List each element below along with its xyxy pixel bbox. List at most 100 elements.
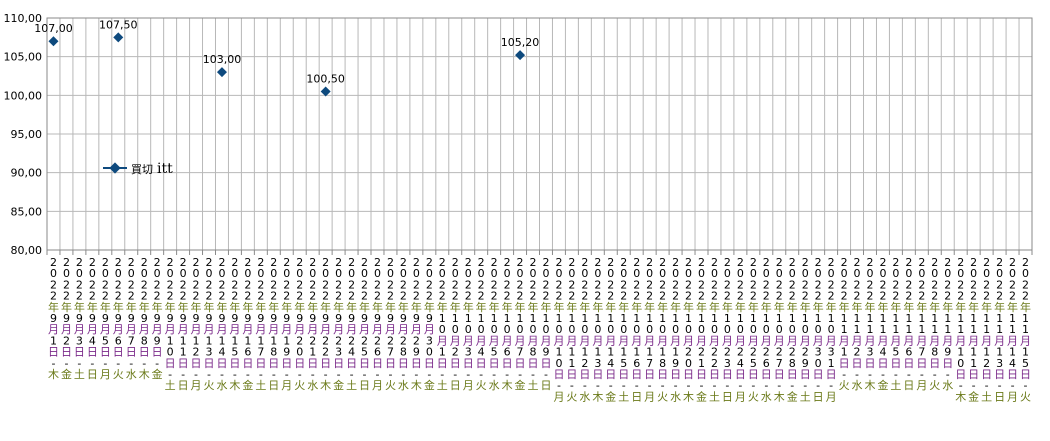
svg-text:金: 金 xyxy=(61,367,72,381)
svg-text:-: - xyxy=(414,368,418,381)
svg-text:年: 年 xyxy=(929,300,940,314)
svg-text:木: 木 xyxy=(502,379,513,392)
svg-text:9: 9 xyxy=(348,312,355,325)
svg-text:2: 2 xyxy=(944,278,951,291)
svg-text:日: 日 xyxy=(411,357,422,370)
svg-text:9: 9 xyxy=(270,312,277,325)
svg-text:月: 月 xyxy=(178,323,189,336)
svg-text:年: 年 xyxy=(644,300,655,314)
svg-text:年: 年 xyxy=(709,300,720,314)
svg-text:月: 月 xyxy=(631,334,642,347)
svg-text:9: 9 xyxy=(426,312,433,325)
svg-text:火: 火 xyxy=(294,379,305,392)
svg-text:月: 月 xyxy=(683,334,694,347)
svg-text:年: 年 xyxy=(1007,300,1018,314)
svg-text:2: 2 xyxy=(970,278,977,291)
svg-text:4: 4 xyxy=(478,346,485,359)
svg-text:8: 8 xyxy=(530,346,537,359)
y-tick-label: 110,00 xyxy=(4,12,43,25)
svg-text:2: 2 xyxy=(270,256,277,269)
svg-text:日: 日 xyxy=(255,357,266,370)
svg-text:0: 0 xyxy=(167,346,174,359)
svg-text:0: 0 xyxy=(866,267,873,280)
svg-text:9: 9 xyxy=(400,312,407,325)
svg-text:年: 年 xyxy=(216,300,227,314)
svg-text:0: 0 xyxy=(737,267,744,280)
svg-text:-: - xyxy=(64,357,68,370)
svg-text:4: 4 xyxy=(607,357,614,370)
svg-text:1: 1 xyxy=(879,312,886,325)
svg-text:月: 月 xyxy=(800,334,811,347)
svg-text:1: 1 xyxy=(944,323,951,336)
svg-text:5: 5 xyxy=(102,334,109,347)
svg-text:月: 月 xyxy=(242,323,253,336)
svg-text:8: 8 xyxy=(141,334,148,347)
svg-text:-: - xyxy=(1011,379,1015,392)
svg-text:2: 2 xyxy=(63,334,70,347)
svg-text:火: 火 xyxy=(839,379,850,392)
svg-text:2: 2 xyxy=(633,278,640,291)
svg-text:2: 2 xyxy=(530,290,537,303)
svg-text:日: 日 xyxy=(294,357,305,370)
svg-text:2: 2 xyxy=(154,278,161,291)
svg-text:2: 2 xyxy=(685,256,692,269)
svg-text:日: 日 xyxy=(657,368,668,381)
svg-text:年: 年 xyxy=(139,300,150,314)
svg-text:2: 2 xyxy=(335,334,342,347)
svg-text:月: 月 xyxy=(139,323,150,336)
svg-text:4: 4 xyxy=(348,346,355,359)
svg-text:年: 年 xyxy=(385,300,396,314)
svg-text:日: 日 xyxy=(903,357,914,370)
svg-text:-: - xyxy=(142,357,146,370)
svg-text:1: 1 xyxy=(530,312,537,325)
svg-text:2: 2 xyxy=(1009,256,1016,269)
svg-text:年: 年 xyxy=(981,300,992,314)
svg-text:土: 土 xyxy=(255,379,266,392)
svg-text:-: - xyxy=(220,368,224,381)
svg-text:2: 2 xyxy=(180,256,187,269)
svg-text:2: 2 xyxy=(633,256,640,269)
svg-text:1: 1 xyxy=(970,346,977,359)
svg-text:2: 2 xyxy=(387,290,394,303)
svg-text:日: 日 xyxy=(450,357,461,370)
data-point xyxy=(515,50,526,61)
svg-text:2: 2 xyxy=(542,290,549,303)
svg-text:年: 年 xyxy=(852,300,863,314)
svg-text:日: 日 xyxy=(981,368,992,381)
svg-text:4: 4 xyxy=(879,346,886,359)
svg-text:2: 2 xyxy=(413,256,420,269)
svg-text:0: 0 xyxy=(439,267,446,280)
svg-text:2: 2 xyxy=(905,278,912,291)
svg-text:土: 土 xyxy=(709,390,720,403)
svg-text:1: 1 xyxy=(283,334,290,347)
svg-text:1: 1 xyxy=(983,346,990,359)
legend-label: itt xyxy=(157,161,173,177)
svg-text:9: 9 xyxy=(50,312,57,325)
svg-text:0: 0 xyxy=(413,267,420,280)
svg-text:2: 2 xyxy=(439,256,446,269)
svg-text:0: 0 xyxy=(452,323,459,336)
x-axis: 2022年9月1日-木2022年9月2日-金2022年9月3日-土2022年9月… xyxy=(48,256,1031,403)
svg-text:2: 2 xyxy=(854,256,861,269)
svg-text:2: 2 xyxy=(970,256,977,269)
svg-text:2: 2 xyxy=(1009,278,1016,291)
svg-text:月: 月 xyxy=(333,323,344,336)
svg-text:9: 9 xyxy=(322,312,329,325)
svg-text:1: 1 xyxy=(646,346,653,359)
svg-text:9: 9 xyxy=(154,312,161,325)
svg-text:2: 2 xyxy=(711,346,718,359)
svg-text:2: 2 xyxy=(361,256,368,269)
svg-text:2: 2 xyxy=(439,290,446,303)
svg-text:2: 2 xyxy=(530,278,537,291)
svg-text:-: - xyxy=(505,368,509,381)
svg-text:年: 年 xyxy=(618,300,629,314)
svg-text:月: 月 xyxy=(826,334,837,347)
svg-text:日: 日 xyxy=(683,368,694,381)
svg-text:月: 月 xyxy=(579,334,590,347)
